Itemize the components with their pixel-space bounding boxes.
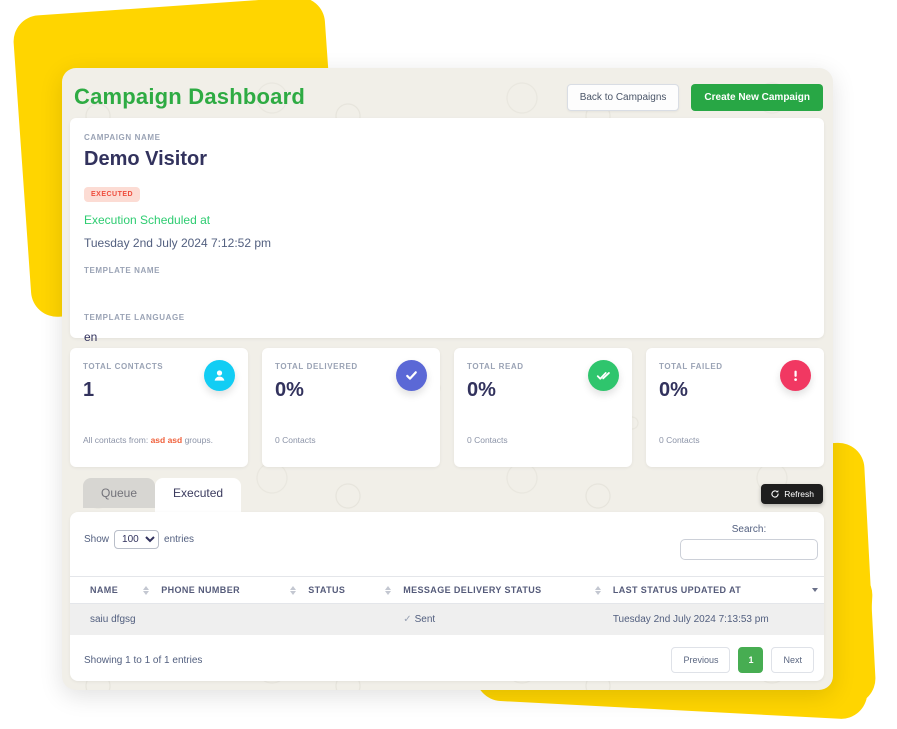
- table-panel: Show 100 entries Search: NAME PHONE NUMB: [70, 512, 824, 681]
- page-title: Campaign Dashboard: [74, 84, 305, 109]
- table-footer: Showing 1 to 1 of 1 entries Previous 1 N…: [84, 647, 814, 673]
- tab-executed[interactable]: Executed: [155, 478, 242, 512]
- stat-footer: 0 Contacts: [275, 435, 316, 445]
- stat-label: TOTAL READ: [467, 362, 524, 371]
- stat-value: 1: [83, 379, 95, 401]
- cell-delivery-status: ✓ Sent: [397, 603, 607, 635]
- stat-footer: All contacts from: asd asd groups.: [83, 435, 213, 445]
- previous-page-button[interactable]: Previous: [671, 647, 731, 673]
- sort-icon: [143, 585, 150, 595]
- page-size-control: Show 100 entries: [84, 530, 194, 549]
- template-language-label: TEMPLATE LANGUAGE: [84, 313, 185, 322]
- sent-check-icon: ✓: [403, 614, 412, 625]
- stat-footer: 0 Contacts: [467, 435, 508, 445]
- column-header-last-status-updated-at[interactable]: LAST STATUS UPDATED AT: [606, 576, 824, 604]
- header-actions: Back to Campaigns Create New Campaign: [566, 83, 823, 111]
- show-label: Show: [84, 534, 110, 545]
- table-header-row: NAME PHONE NUMBER STATUS MESSAGE DELIVER…: [70, 576, 824, 604]
- stat-card-total-delivered: TOTAL DELIVERED 0% 0 Contacts: [262, 348, 440, 467]
- create-new-campaign-button[interactable]: Create New Campaign: [691, 83, 823, 111]
- status-badge: EXECUTED: [84, 187, 141, 202]
- template-name-label: TEMPLATE NAME: [84, 266, 161, 275]
- stat-value: 0%: [659, 379, 688, 401]
- showing-entries-text: Showing 1 to 1 of 1 entries: [84, 654, 203, 666]
- tabs-row: Queue Executed Refresh: [83, 478, 823, 512]
- entries-label: entries: [164, 534, 195, 545]
- stat-value: 0%: [275, 379, 304, 401]
- current-page-button[interactable]: 1: [738, 647, 764, 673]
- column-header-name[interactable]: NAME: [70, 576, 156, 604]
- stat-label: TOTAL DELIVERED: [275, 362, 358, 371]
- alert-icon: [780, 360, 811, 391]
- stats-row: TOTAL CONTACTS 1 All contacts from: asd …: [70, 348, 824, 467]
- sort-icon: [290, 585, 297, 595]
- cell-status: [302, 603, 398, 635]
- stat-footer: 0 Contacts: [659, 435, 700, 445]
- campaign-name-label: CAMPAIGN NAME: [84, 133, 161, 142]
- stat-label: TOTAL CONTACTS: [83, 362, 164, 371]
- executed-table: NAME PHONE NUMBER STATUS MESSAGE DELIVER…: [70, 576, 824, 635]
- column-header-phone-number[interactable]: PHONE NUMBER: [155, 576, 303, 604]
- refresh-button[interactable]: Refresh: [761, 484, 823, 504]
- sort-icon: [385, 585, 392, 595]
- tab-queue[interactable]: Queue: [83, 478, 156, 508]
- sort-icon: [594, 585, 601, 595]
- header-bar: Campaign Dashboard Back to Campaigns Cre…: [74, 80, 823, 114]
- back-to-campaigns-button[interactable]: Back to Campaigns: [566, 83, 680, 111]
- search-label: Search:: [731, 524, 767, 535]
- groups-highlight: asd asd: [150, 435, 183, 445]
- refresh-icon: [771, 490, 779, 498]
- stat-card-total-read: TOTAL READ 0% 0 Contacts: [454, 348, 632, 467]
- search-input[interactable]: [680, 539, 818, 560]
- next-page-button[interactable]: Next: [771, 647, 814, 673]
- cell-last-updated: Tuesday 2nd July 2024 7:13:53 pm: [606, 603, 824, 635]
- refresh-label: Refresh: [784, 489, 814, 499]
- stat-value: 0%: [467, 379, 496, 401]
- column-header-status[interactable]: STATUS: [302, 576, 398, 604]
- check-icon: [396, 360, 427, 391]
- pagination: Previous 1 Next: [671, 647, 814, 673]
- user-icon: [204, 360, 235, 391]
- stat-card-total-failed: TOTAL FAILED 0% 0 Contacts: [646, 348, 824, 467]
- stat-label: TOTAL FAILED: [659, 362, 723, 371]
- execution-scheduled-value: Tuesday 2nd July 2024 7:12:52 pm: [84, 236, 272, 250]
- table-controls: Show 100 entries Search:: [84, 524, 818, 568]
- double-check-icon: [588, 360, 619, 391]
- table-row: saiu dfgsg ✓ Sent Tuesday 2nd July 2024 7…: [70, 603, 824, 635]
- execution-scheduled-label: Execution Scheduled at: [84, 213, 211, 227]
- campaign-name-value: Demo Visitor: [84, 148, 207, 170]
- cell-name: saiu dfgsg: [70, 603, 156, 635]
- stat-card-total-contacts: TOTAL CONTACTS 1 All contacts from: asd …: [70, 348, 248, 467]
- page-size-select[interactable]: 100: [114, 530, 160, 549]
- dashboard-card: Campaign Dashboard Back to Campaigns Cre…: [62, 68, 833, 690]
- cell-phone-number: [155, 603, 303, 635]
- column-header-message-delivery-status[interactable]: MESSAGE DELIVERY STATUS: [397, 576, 607, 604]
- search-control: Search:: [680, 524, 818, 560]
- sort-icon-desc: [812, 588, 818, 592]
- campaign-info-panel: CAMPAIGN NAME Demo Visitor EXECUTED Exec…: [70, 118, 824, 344]
- template-language-value: en: [84, 330, 98, 344]
